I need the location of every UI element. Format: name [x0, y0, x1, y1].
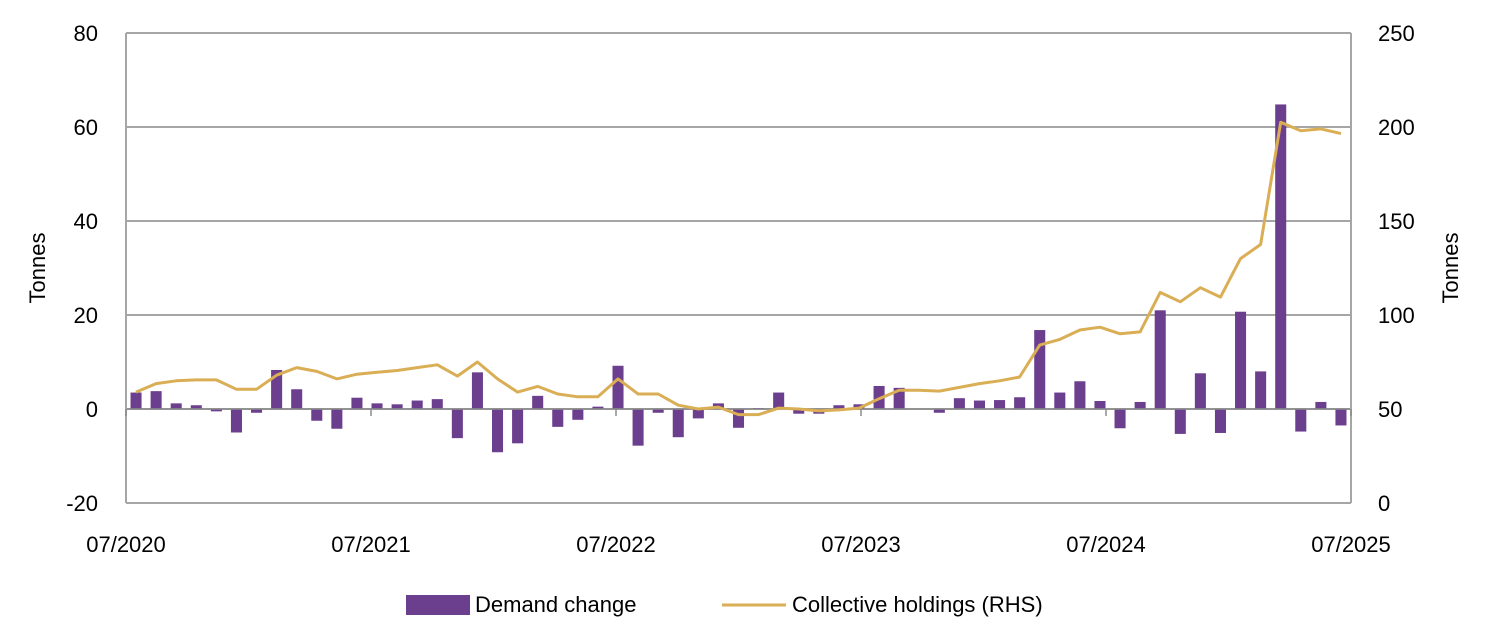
bar-demand-change	[1194, 373, 1206, 409]
bar-demand-change	[612, 365, 624, 409]
bar-demand-change	[1315, 401, 1327, 409]
left-tick-label: 60	[74, 115, 98, 140]
bar-demand-change	[150, 391, 162, 409]
bar-demand-change	[331, 409, 343, 429]
bar-demand-change	[1094, 401, 1106, 409]
bar-demand-change	[632, 409, 644, 446]
bar-demand-change	[170, 403, 182, 409]
right-tick-label: 200	[1378, 115, 1415, 140]
x-tick-label: 07/2025	[1311, 532, 1391, 557]
bar-demand-change	[371, 403, 383, 409]
demand-change-bars	[130, 104, 1347, 453]
x-tick-label: 07/2024	[1066, 532, 1146, 557]
bar-demand-change	[833, 405, 845, 409]
bar-demand-change	[491, 409, 504, 453]
right-tick-label: 0	[1378, 491, 1390, 516]
bar-demand-change	[953, 398, 965, 409]
legend: Demand change Collective holdings (RHS)	[406, 592, 1043, 617]
bar-demand-change	[1154, 310, 1166, 409]
bar-demand-change	[130, 392, 142, 409]
left-tick-label: 80	[74, 21, 98, 46]
left-tick-label: 0	[86, 397, 98, 422]
bar-demand-change	[893, 387, 905, 409]
bar-demand-change	[190, 405, 202, 409]
right-tick-label: 150	[1378, 209, 1415, 234]
bar-demand-change	[672, 409, 684, 438]
right-tick-label: 100	[1378, 303, 1415, 328]
bar-demand-change	[210, 409, 222, 412]
bar-demand-change	[1054, 392, 1066, 409]
bar-demand-change	[1014, 397, 1026, 409]
left-tick-label: -20	[66, 491, 98, 516]
x-tick-label: 07/2020	[86, 532, 166, 557]
bar-demand-change	[994, 400, 1006, 409]
bar-demand-change	[1074, 381, 1086, 409]
bar-demand-change	[230, 409, 242, 433]
collective-holdings-line	[135, 120, 1342, 417]
bar-demand-change	[1214, 409, 1226, 433]
bar-demand-change	[431, 399, 443, 409]
x-axis-ticks: 07/2020 07/2021 07/2022 07/2023 07/2024 07/20…	[86, 409, 1391, 557]
left-axis-title: Tonnes	[25, 233, 50, 304]
bar-demand-change	[732, 409, 745, 428]
bar-demand-change	[1275, 104, 1287, 409]
left-axis-ticks: -20 0 20 40 60 80	[66, 21, 98, 516]
bar-demand-change	[391, 404, 403, 409]
x-tick-label: 07/2021	[331, 532, 411, 557]
bar-demand-change	[291, 389, 303, 409]
bar-demand-change	[1174, 409, 1186, 434]
bar-demand-change	[592, 406, 604, 409]
bar-demand-change	[773, 392, 785, 409]
bar-demand-change	[1134, 401, 1146, 409]
bar-demand-change	[451, 409, 463, 439]
bar-demand-change	[1255, 371, 1267, 409]
left-tick-label: 20	[74, 303, 98, 328]
bar-demand-change	[251, 409, 263, 413]
bar-demand-change	[311, 409, 323, 421]
bar-demand-change	[411, 400, 423, 409]
bar-demand-change	[552, 409, 564, 427]
x-tick-label: 07/2022	[576, 532, 656, 557]
bar-demand-change	[351, 397, 363, 409]
bar-demand-change	[471, 372, 483, 409]
bar-demand-change	[1235, 311, 1247, 409]
bar-demand-change	[271, 369, 283, 409]
legend-label-demand-change: Demand change	[475, 592, 636, 617]
bar-demand-change	[1034, 330, 1046, 409]
bar-demand-change	[532, 395, 544, 409]
bar-demand-change	[793, 409, 805, 414]
right-tick-label: 50	[1378, 397, 1402, 422]
legend-swatch-demand-change	[406, 595, 470, 615]
left-tick-label: 40	[74, 209, 98, 234]
gridlines	[126, 32, 1351, 504]
bar-demand-change	[1114, 409, 1126, 429]
bar-demand-change	[973, 400, 986, 409]
legend-label-collective-holdings: Collective holdings (RHS)	[792, 592, 1043, 617]
bar-demand-change	[572, 409, 584, 420]
bar-demand-change	[1295, 409, 1307, 432]
right-axis-ticks: 0 50 100 150 200 250	[1378, 21, 1415, 516]
bar-demand-change	[933, 409, 945, 413]
bar-demand-change	[692, 409, 704, 419]
bar-demand-change	[652, 409, 664, 413]
x-tick-label: 07/2023	[821, 532, 901, 557]
right-tick-label: 250	[1378, 21, 1415, 46]
right-axis-title: Tonnes	[1438, 233, 1463, 304]
bar-demand-change	[512, 409, 524, 444]
bar-demand-change	[1335, 409, 1347, 426]
